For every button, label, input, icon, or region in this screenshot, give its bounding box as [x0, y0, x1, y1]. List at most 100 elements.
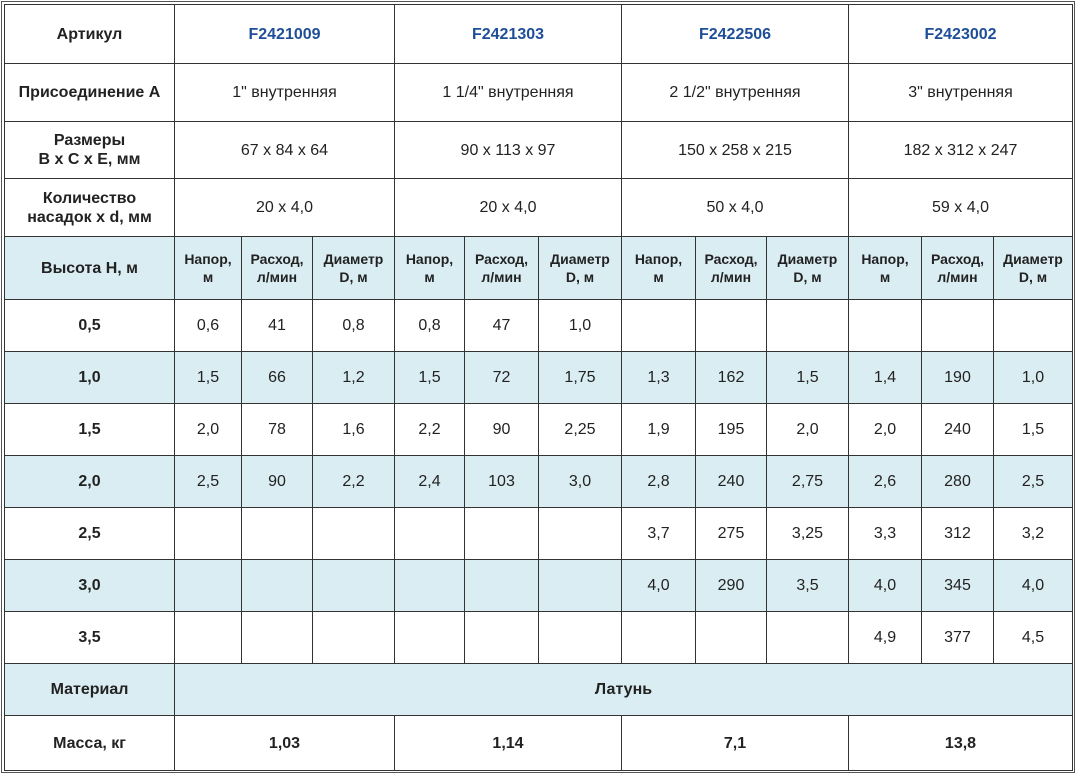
subcolumn-header-line2: D, м: [793, 269, 822, 285]
material-row: Материал Латунь: [4, 663, 1073, 716]
subcolumn-header: Напор, м: [394, 236, 465, 300]
height-value: 2,0: [4, 455, 175, 508]
data-cell: 1,6: [312, 403, 395, 456]
subcolumn-header-line1: Напор,: [861, 251, 909, 267]
subcolumn-header: Диаметр D, м: [538, 236, 622, 300]
mass-value: 1,03: [174, 715, 395, 771]
data-cell: 1,75: [538, 351, 622, 404]
data-cell: 41: [241, 299, 313, 352]
nozzles-value: 20 x 4,0: [174, 178, 395, 237]
data-cell: 1,4: [848, 351, 922, 404]
height-label: Высота H, м: [4, 236, 175, 300]
data-cell: [538, 507, 622, 560]
height-value: 3,0: [4, 559, 175, 612]
data-cell: 90: [464, 403, 539, 456]
connection-row: Присоединение А 1" внутренняя 1 1/4" внутр…: [4, 63, 1073, 122]
data-cell: [394, 507, 465, 560]
data-cell: 2,2: [312, 455, 395, 508]
data-cell: 2,0: [848, 403, 922, 456]
article-label: Артикул: [4, 4, 175, 64]
height-value: 1,0: [4, 351, 175, 404]
data-cell: 1,2: [312, 351, 395, 404]
data-cell: 4,0: [848, 559, 922, 612]
subcolumn-header: Расход, л/мин: [464, 236, 539, 300]
subcolumn-header-line2: м: [879, 269, 891, 285]
data-cell: 3,0: [538, 455, 622, 508]
nozzles-value: 50 x 4,0: [621, 178, 849, 237]
height-value: 2,5: [4, 507, 175, 560]
data-cell: 2,5: [993, 455, 1073, 508]
subcolumn-header-line1: Расход,: [474, 251, 529, 267]
article-code: F2423002: [848, 4, 1073, 64]
subcolumn-header-line1: Расход,: [704, 251, 758, 267]
data-cell: [312, 559, 395, 612]
data-cell: [538, 559, 622, 612]
dimensions-label-line2: B x C x E, мм: [38, 151, 141, 168]
data-cell: 4,9: [848, 611, 922, 664]
subcolumn-header: Расход, л/мин: [241, 236, 313, 300]
data-cell: 0,8: [394, 299, 465, 352]
dimensions-value: 67 x 84 x 64: [174, 121, 395, 179]
subcolumn-header-line1: Диаметр: [550, 251, 610, 267]
data-row: 1,5 2,0 78 1,6 2,2 90 2,25 1,9 195 2,0 2,0 240 1,5: [4, 403, 1073, 456]
data-cell: [766, 611, 849, 664]
data-cell: 4,0: [993, 559, 1073, 612]
data-cell: 72: [464, 351, 539, 404]
data-cell: 312: [921, 507, 994, 560]
height-value: 0,5: [4, 299, 175, 352]
subcolumn-header-line1: Расход,: [250, 251, 304, 267]
data-cell: 275: [695, 507, 767, 560]
data-cell: 280: [921, 455, 994, 508]
material-value: Латунь: [174, 663, 1073, 716]
data-cell: 1,5: [766, 351, 849, 404]
data-cell: 4,5: [993, 611, 1073, 664]
data-cell: 3,7: [621, 507, 696, 560]
subcolumn-header: Напор, м: [174, 236, 242, 300]
subcolumn-header-line2: D, м: [565, 269, 595, 285]
data-cell: 3,25: [766, 507, 849, 560]
subcolumn-header-line1: Напор,: [634, 251, 683, 267]
data-cell: 1,0: [538, 299, 622, 352]
spec-table: Артикул F2421009 F2421303 F2422506 F2423002 П…: [4, 4, 1073, 771]
height-header-row: Высота H, м Напор, м Расход, л/мин Диаметр D, …: [4, 236, 1073, 300]
data-cell: [394, 559, 465, 612]
dimensions-label: Размеры B x C x E, мм: [4, 121, 175, 179]
data-cell: [695, 299, 767, 352]
subcolumn-header: Расход, л/мин: [921, 236, 994, 300]
connection-value: 1" внутренняя: [174, 63, 395, 122]
data-cell: [621, 299, 696, 352]
data-cell: 0,8: [312, 299, 395, 352]
subcolumn-header: Диаметр D, м: [766, 236, 849, 300]
subcolumn-header-line2: D, м: [1018, 269, 1048, 285]
subcolumn-header-line1: Расход,: [930, 251, 985, 267]
data-row: 1,0 1,5 66 1,2 1,5 72 1,75 1,3 162 1,5 1,4 190 1,0: [4, 351, 1073, 404]
subcolumn-header-line2: м: [424, 269, 435, 285]
data-cell: 190: [921, 351, 994, 404]
data-cell: 162: [695, 351, 767, 404]
data-cell: 2,0: [174, 403, 242, 456]
data-cell: 345: [921, 559, 994, 612]
nozzles-label: Количество насадок x d, мм: [4, 178, 175, 237]
data-cell: [464, 507, 539, 560]
subcolumn-header-line2: м: [653, 269, 664, 285]
data-cell: 47: [464, 299, 539, 352]
nozzles-label-line2: насадок x d, мм: [27, 208, 152, 226]
data-cell: [538, 611, 622, 664]
data-cell: [174, 559, 242, 612]
data-cell: 2,4: [394, 455, 465, 508]
mass-value: 13,8: [848, 715, 1073, 771]
data-cell: 377: [921, 611, 994, 664]
data-cell: 3,3: [848, 507, 922, 560]
data-cell: [312, 611, 395, 664]
subcolumn-header-line2: л/мин: [481, 269, 522, 285]
subcolumn-header-line2: D, м: [339, 269, 368, 285]
dimensions-row: Размеры B x C x E, мм 67 x 84 x 64 90 x 113…: [4, 121, 1073, 179]
data-cell: 2,8: [621, 455, 696, 508]
data-cell: [921, 299, 994, 352]
subcolumn-header: Напор, м: [848, 236, 922, 300]
data-cell: 1,5: [174, 351, 242, 404]
dimensions-label-line1: Размеры: [53, 132, 126, 149]
data-cell: 78: [241, 403, 313, 456]
subcolumn-header-line1: Напор,: [184, 251, 232, 267]
data-cell: [174, 611, 242, 664]
